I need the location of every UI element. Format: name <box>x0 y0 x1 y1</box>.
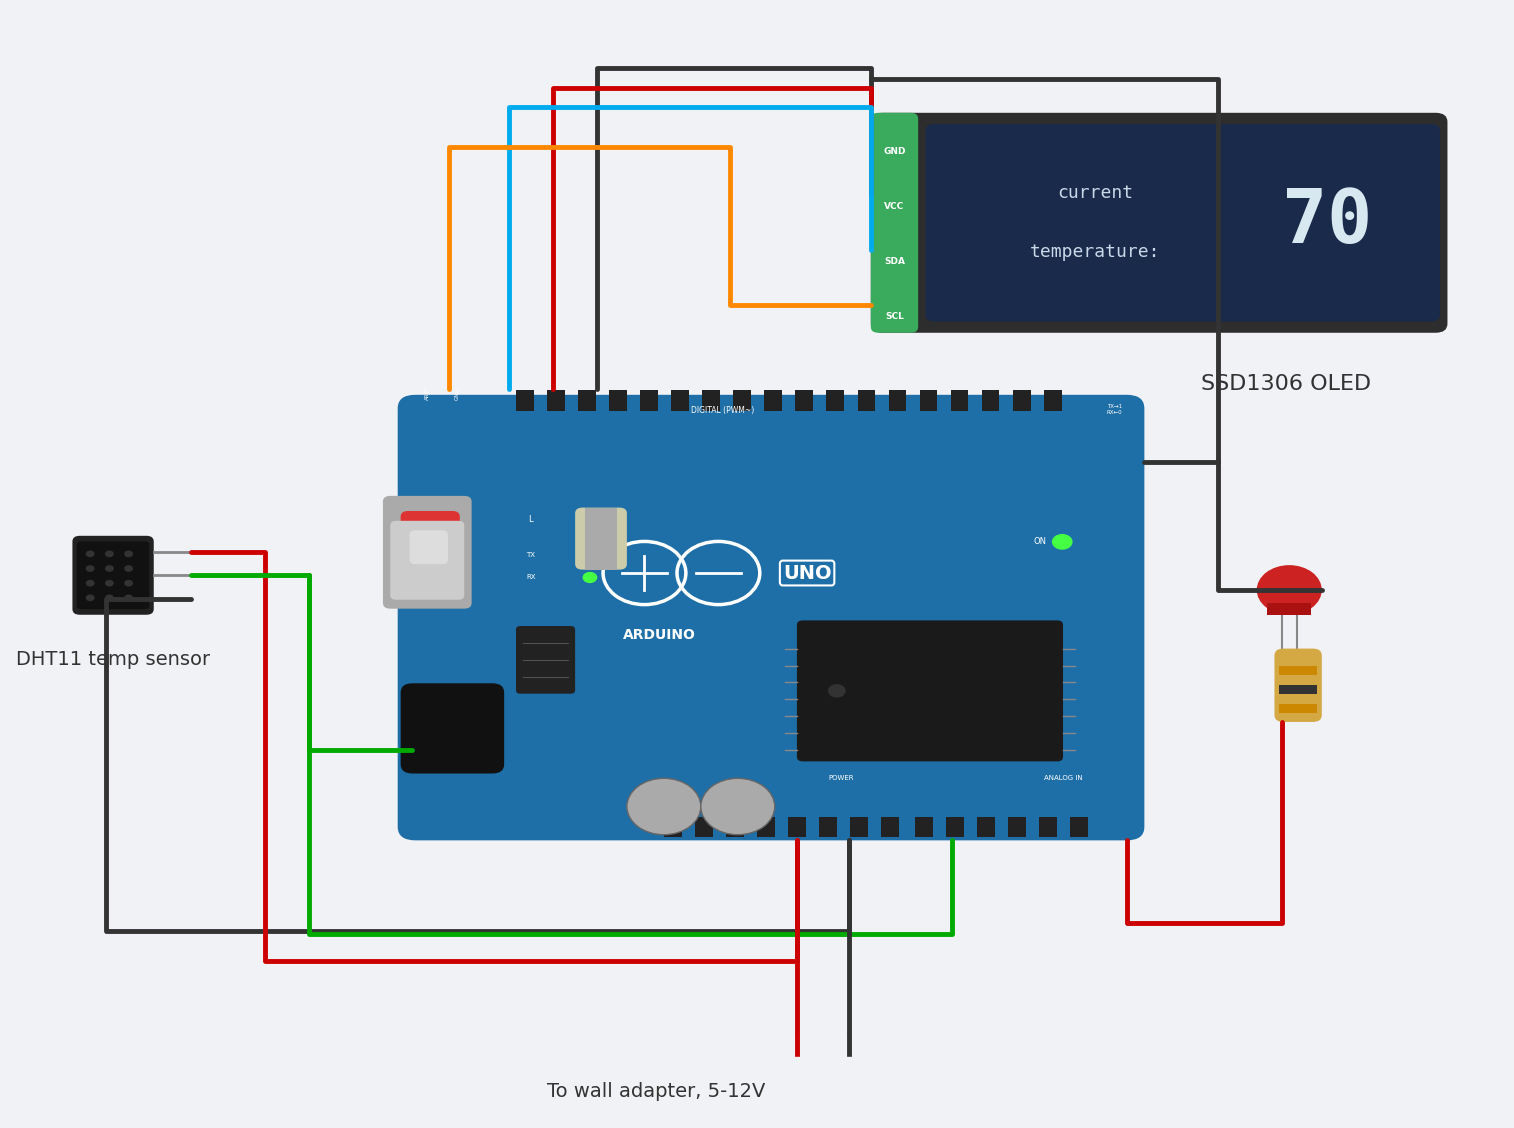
Circle shape <box>578 511 601 529</box>
Bar <box>789 817 805 837</box>
Text: TX: TX <box>527 553 536 558</box>
Bar <box>1070 817 1089 837</box>
Bar <box>1013 390 1031 411</box>
Circle shape <box>104 594 114 601</box>
Text: DIGITAL (PWM~): DIGITAL (PWM~) <box>692 406 754 415</box>
Text: GND: GND <box>454 388 459 400</box>
Circle shape <box>1052 534 1072 549</box>
Bar <box>819 817 837 837</box>
FancyBboxPatch shape <box>398 395 1145 840</box>
Circle shape <box>86 580 94 587</box>
Text: To wall adapter, 5-12V: To wall adapter, 5-12V <box>547 1083 766 1101</box>
Bar <box>1279 685 1317 694</box>
FancyBboxPatch shape <box>871 113 917 333</box>
Bar <box>851 817 868 837</box>
Text: UNO: UNO <box>783 564 831 582</box>
Bar <box>1279 704 1317 713</box>
Text: L: L <box>528 515 533 525</box>
Bar <box>881 817 899 837</box>
Text: POWER: POWER <box>828 775 854 782</box>
Text: SCL: SCL <box>886 311 904 320</box>
Text: SSD1306 OLED: SSD1306 OLED <box>1201 373 1372 394</box>
Bar <box>609 390 627 411</box>
FancyBboxPatch shape <box>77 541 150 609</box>
Bar <box>1267 603 1311 615</box>
Bar <box>757 817 775 837</box>
Bar <box>919 390 937 411</box>
Bar <box>981 390 999 411</box>
FancyBboxPatch shape <box>383 496 472 609</box>
Bar <box>765 390 783 411</box>
Text: AREF: AREF <box>425 387 430 400</box>
Text: ARDUINO: ARDUINO <box>622 628 696 642</box>
Bar <box>725 817 743 837</box>
Bar <box>1279 666 1317 675</box>
Text: current: current <box>1057 184 1134 202</box>
Bar <box>857 390 875 411</box>
Bar <box>702 390 721 411</box>
FancyBboxPatch shape <box>73 536 154 615</box>
Circle shape <box>86 594 94 601</box>
Bar <box>978 817 995 837</box>
Text: GND: GND <box>883 147 905 156</box>
Bar <box>889 390 907 411</box>
FancyBboxPatch shape <box>796 620 1063 761</box>
Circle shape <box>124 580 133 587</box>
Text: RX: RX <box>525 574 536 581</box>
Bar <box>795 390 813 411</box>
Bar <box>951 390 969 411</box>
Bar <box>695 817 713 837</box>
Circle shape <box>86 565 94 572</box>
Circle shape <box>124 550 133 557</box>
Bar <box>516 390 534 411</box>
Text: TX→1
RX←0: TX→1 RX←0 <box>1107 404 1122 415</box>
Bar <box>547 390 565 411</box>
Bar <box>1040 817 1057 837</box>
Circle shape <box>627 778 701 835</box>
Circle shape <box>583 572 598 583</box>
FancyBboxPatch shape <box>516 626 575 694</box>
FancyBboxPatch shape <box>401 684 504 774</box>
Bar <box>640 390 659 411</box>
FancyBboxPatch shape <box>409 530 448 564</box>
Text: temperature:: temperature: <box>1030 244 1161 262</box>
Bar <box>733 390 751 411</box>
Circle shape <box>701 778 775 835</box>
Circle shape <box>104 565 114 572</box>
Circle shape <box>124 594 133 601</box>
Bar <box>946 817 964 837</box>
FancyBboxPatch shape <box>871 113 1447 333</box>
Text: SDA: SDA <box>884 257 905 266</box>
Circle shape <box>1257 565 1322 615</box>
Bar <box>671 390 689 411</box>
Circle shape <box>124 565 133 572</box>
Bar <box>914 817 933 837</box>
Bar <box>1043 390 1061 411</box>
Text: ON: ON <box>1034 537 1046 546</box>
FancyBboxPatch shape <box>1275 649 1322 722</box>
Text: ANALOG IN: ANALOG IN <box>1043 775 1083 782</box>
Text: DHT11 temp sensor: DHT11 temp sensor <box>17 651 210 669</box>
FancyBboxPatch shape <box>575 508 627 570</box>
FancyBboxPatch shape <box>401 511 460 573</box>
Bar <box>663 817 681 837</box>
Circle shape <box>104 580 114 587</box>
Circle shape <box>828 684 846 697</box>
Bar <box>578 390 597 411</box>
Text: VCC: VCC <box>884 202 905 211</box>
FancyBboxPatch shape <box>391 521 465 600</box>
Circle shape <box>86 550 94 557</box>
Circle shape <box>583 549 598 561</box>
Bar <box>1008 817 1026 837</box>
Bar <box>586 508 616 570</box>
Circle shape <box>104 550 114 557</box>
Text: 70: 70 <box>1282 186 1372 259</box>
FancyBboxPatch shape <box>925 124 1440 321</box>
Bar <box>827 390 845 411</box>
